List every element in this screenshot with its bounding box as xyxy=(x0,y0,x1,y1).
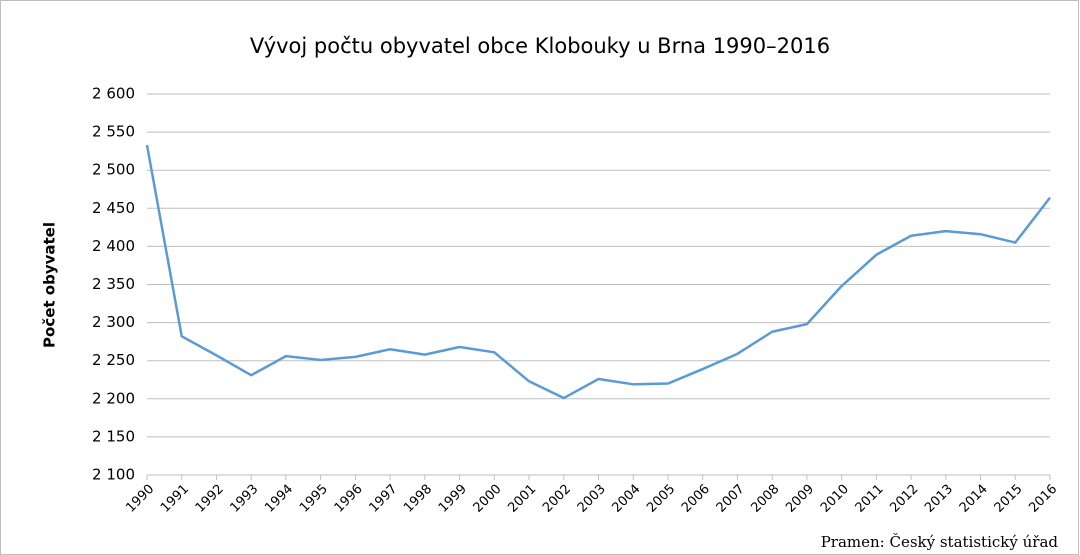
y-tick-label: 2 150 xyxy=(92,427,135,445)
y-tick-label: 2 550 xyxy=(92,123,135,141)
y-tick-label: 2 200 xyxy=(92,389,135,407)
data-line xyxy=(145,144,1051,400)
y-tick-label: 2 300 xyxy=(92,313,135,331)
y-tick-label: 2 250 xyxy=(92,351,135,369)
y-tick-label: 2 500 xyxy=(92,161,135,179)
y-tick-label: 2 450 xyxy=(92,199,135,217)
y-tick-label: 2 400 xyxy=(92,237,135,255)
y-tick-label: 2 600 xyxy=(92,85,135,103)
y-axis-label: Počet obyvatel xyxy=(41,222,59,348)
chart-title: Vývoj počtu obyvatel obce Klobouky u Brn… xyxy=(250,34,830,58)
source-note: Pramen: Český statistický úřad xyxy=(821,533,1059,551)
y-tick-label: 2 350 xyxy=(92,275,135,293)
y-tick-label: 2 100 xyxy=(92,466,135,484)
